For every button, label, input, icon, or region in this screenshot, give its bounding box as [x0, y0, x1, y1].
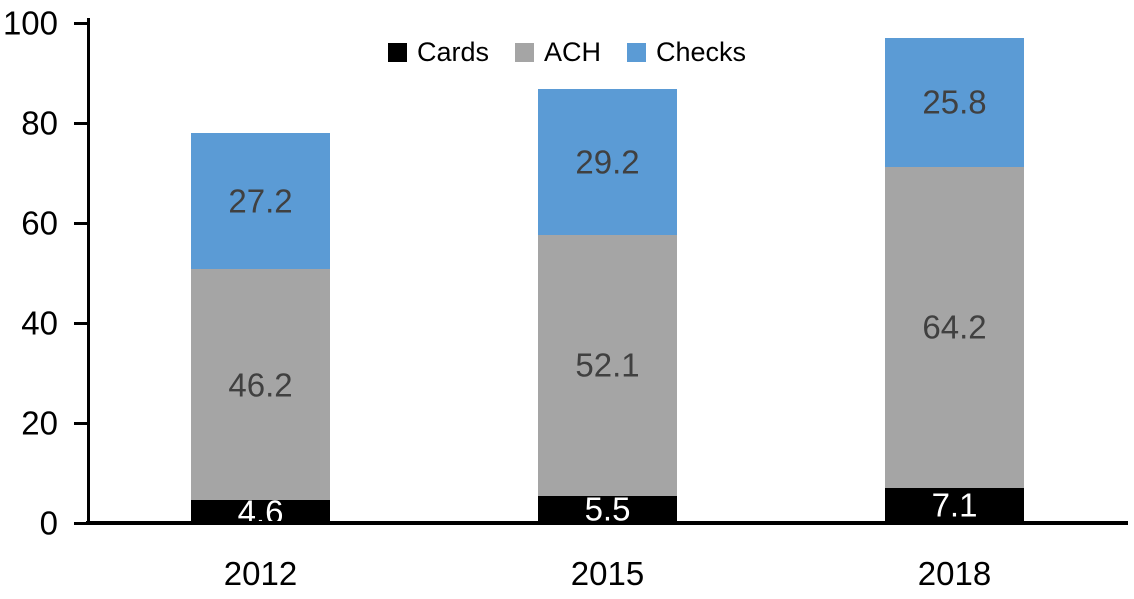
chart-legend: Cards ACH Checks: [0, 33, 1134, 71]
data-label: 7.1: [931, 486, 978, 524]
bar-segment-ach: 64.2: [885, 166, 1024, 488]
data-label: 64.2: [922, 308, 987, 346]
data-label: 29.2: [575, 143, 640, 181]
bar-segment-cards: 5.5: [538, 490, 677, 528]
legend-label: Cards: [416, 36, 489, 67]
y-axis-tick-mark: [74, 121, 87, 125]
data-label: 52.1: [575, 346, 640, 384]
y-axis-tick-label: 0: [39, 504, 58, 542]
bar-segment-ach: 46.2: [191, 269, 330, 500]
bar-segment-checks: 25.8: [885, 37, 1024, 167]
y-axis-tick-label: 100: [2, 4, 58, 42]
legend-item-cards: Cards: [387, 36, 489, 67]
data-label: 5.5: [584, 490, 631, 528]
data-label: 46.2: [228, 366, 293, 403]
legend-swatch-icon: [387, 42, 407, 62]
x-axis-label: 2012: [223, 555, 298, 592]
legend-item-ach: ACH: [514, 36, 601, 67]
y-axis-tick-label: 60: [21, 204, 58, 242]
x-axis-label: 2018: [917, 555, 992, 592]
y-axis-line: [87, 18, 90, 525]
legend-swatch-icon: [627, 42, 646, 62]
bar-segment-checks: 29.2: [538, 89, 677, 235]
y-axis-tick-label: 40: [21, 304, 58, 342]
y-axis-tick-mark: [74, 521, 87, 525]
y-axis-tick-mark: [74, 221, 87, 225]
legend-swatch-icon: [514, 42, 534, 62]
y-axis-tick-mark: [74, 321, 87, 325]
data-label: 27.2: [228, 182, 293, 220]
x-axis-label: 2015: [570, 555, 645, 592]
bar-segment-cards: 4.6: [191, 495, 330, 528]
legend-item-checks: Checks: [627, 36, 747, 67]
bar-segment-checks: 27.2: [191, 133, 330, 269]
legend-label: Checks: [656, 36, 747, 67]
bar-segment-cards: 7.1: [885, 486, 1024, 524]
data-label: 25.8: [922, 83, 987, 121]
y-axis-tick-mark: [74, 21, 87, 25]
bar-segment-ach: 52.1: [538, 235, 677, 496]
y-axis-tick-label: 20: [21, 404, 58, 442]
y-axis-tick-mark: [74, 421, 87, 425]
legend-label: ACH: [543, 36, 601, 67]
y-axis-tick-label: 80: [21, 104, 58, 142]
x-axis-line: [86, 521, 1128, 525]
